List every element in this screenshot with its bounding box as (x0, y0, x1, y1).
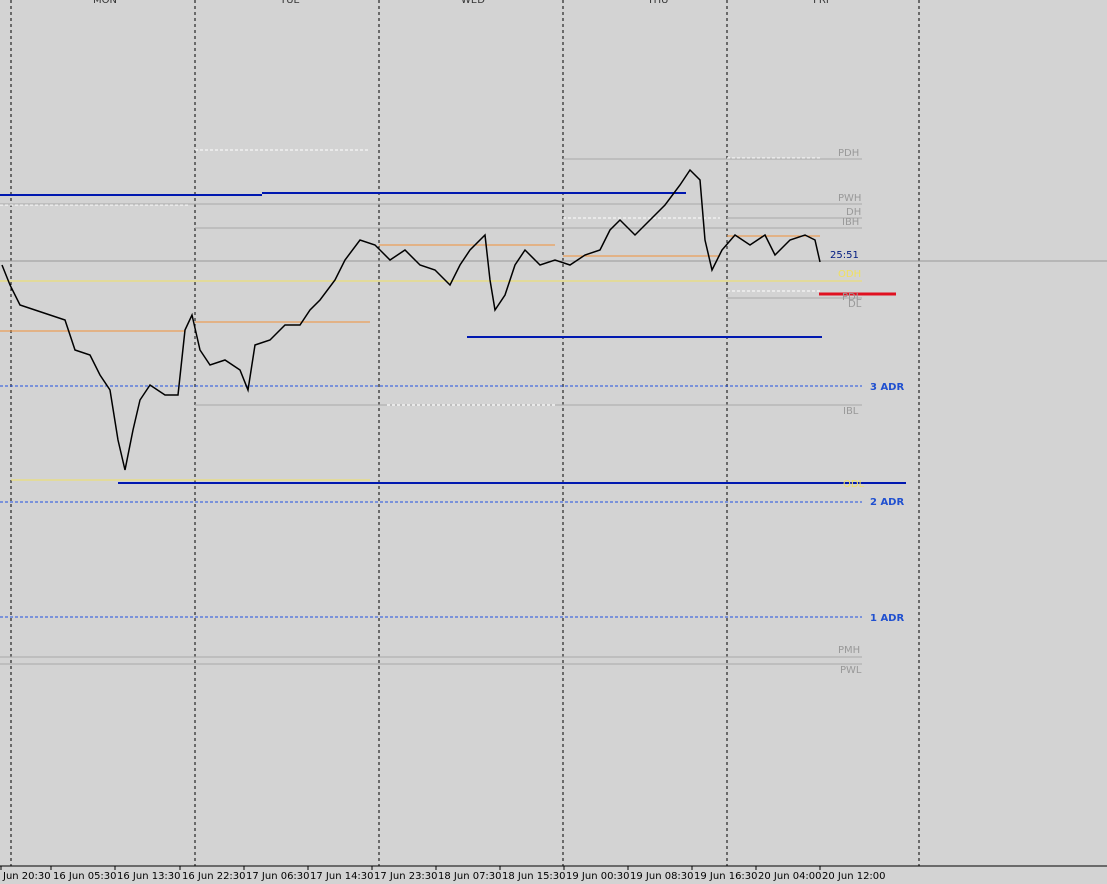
time-label: 19 Jun 08:30 (630, 871, 694, 882)
level-label: 1 ADR (870, 613, 904, 624)
day-label: TUE (279, 0, 300, 6)
level-label: PMH (838, 645, 860, 656)
price-trace (1, 168, 821, 471)
time-label: 18 Jun 15:30 (502, 871, 566, 882)
time-label: 16 Jun 13:30 (117, 871, 181, 882)
level-label: DH (846, 207, 861, 218)
level-label: 25:51 (830, 250, 859, 261)
day-label: FRI (813, 0, 829, 6)
day-label: WED (461, 0, 485, 6)
time-label: 18 Jun 07:30 (438, 871, 502, 882)
time-label: 19 Jun 16:30 (694, 871, 758, 882)
level-label: ODH (838, 269, 861, 280)
time-label: 16 Jun 22:30 (182, 871, 246, 882)
day-separators (10, 0, 920, 866)
time-label: 17 Jun 14:30 (310, 871, 374, 882)
level-label: PDH (838, 148, 859, 159)
levels (0, 149, 1107, 665)
level-label: PWL (840, 665, 862, 676)
level-label: PWH (838, 193, 861, 204)
time-label: 16 Jun 05:30 (53, 871, 117, 882)
level-label: IBH (842, 217, 859, 228)
day-label: MON (93, 0, 117, 6)
time-label: 20 Jun 12:00 (822, 871, 886, 882)
level-label: 3 ADR (870, 382, 904, 393)
level-label: IBL (843, 406, 859, 417)
day-label: THU (647, 0, 669, 6)
level-label: ODL (843, 479, 865, 490)
time-label: Jun 20:30 (2, 871, 51, 882)
time-label: 20 Jun 04:00 (758, 871, 822, 882)
level-label: DL (848, 299, 862, 310)
level-label: 2 ADR (870, 497, 904, 508)
time-label: 17 Jun 06:30 (246, 871, 310, 882)
level-label: PDL (842, 292, 862, 303)
time-label: 19 Jun 00:30 (566, 871, 630, 882)
time-label: 17 Jun 23:30 (374, 871, 438, 882)
